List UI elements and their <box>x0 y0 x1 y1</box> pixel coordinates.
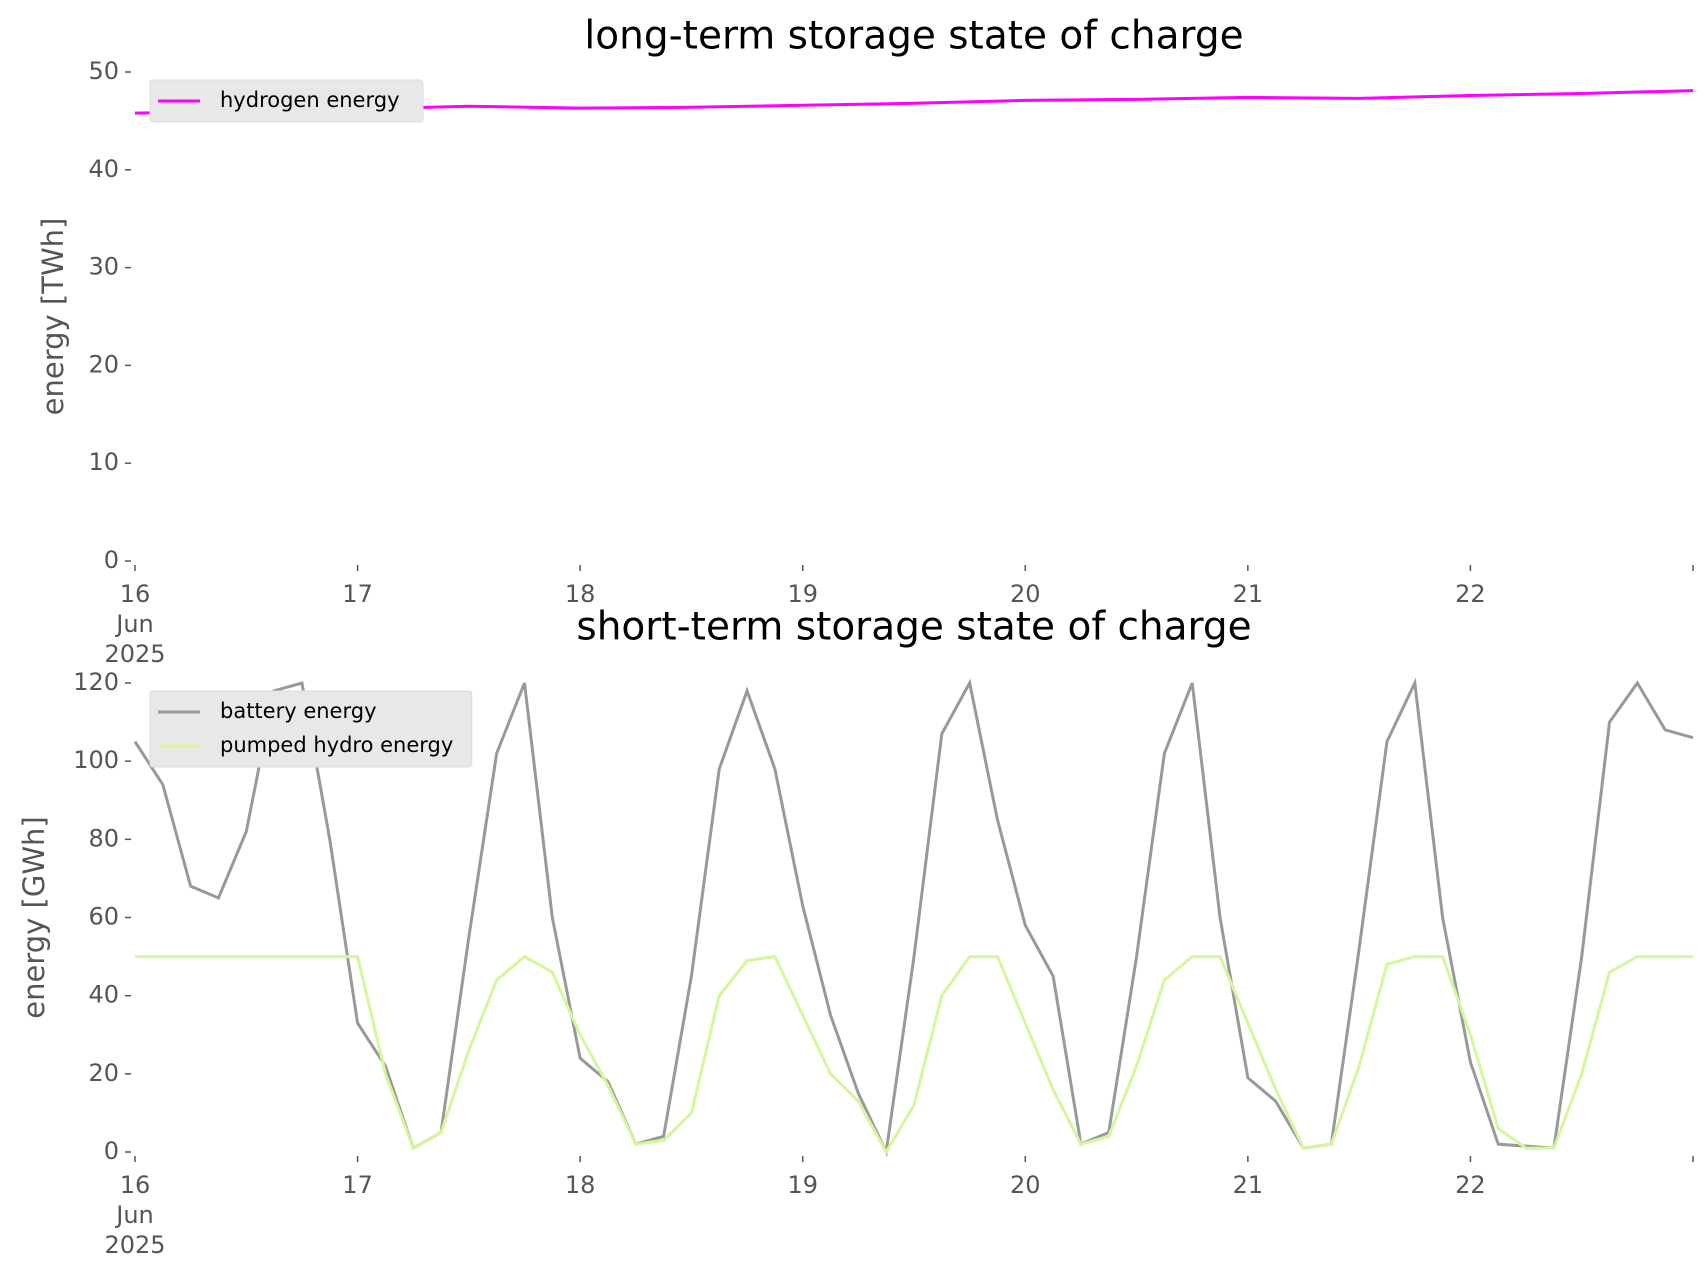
y-tick-label: 20 <box>88 1059 119 1087</box>
y-tick-label: 30 <box>88 253 119 281</box>
y-tick-label: 100 <box>73 746 119 774</box>
x-tick-label-line: 2025 <box>104 640 165 668</box>
chart-title: short-term storage state of charge <box>576 605 1251 650</box>
legend-label: pumped hydro energy <box>220 733 453 757</box>
x-tick-label: 16 Jun 2025 <box>104 1171 165 1259</box>
y-tick-label: 20 <box>88 350 119 378</box>
legend-box <box>149 690 473 768</box>
x-tick-label: 20 <box>1010 1171 1041 1199</box>
legend-label: battery energy <box>220 699 377 723</box>
x-tick-label-line: Jun <box>114 1201 154 1229</box>
x-tick-label: 19 <box>787 1171 818 1199</box>
x-tick-label: 19 <box>787 580 818 608</box>
x-tick-label-line: Jun <box>114 610 154 638</box>
legend-label: hydrogen energy <box>220 88 400 112</box>
y-axis-label: energy [GWh] <box>17 816 51 1018</box>
x-tick-label: 21 <box>1233 580 1264 608</box>
y-tick-label: 120 <box>73 668 119 696</box>
y-axis-label: energy [TWh] <box>36 218 70 416</box>
x-tick-label: 17 <box>342 580 373 608</box>
x-tick-label: 20 <box>1010 580 1041 608</box>
series-line <box>135 954 1693 1156</box>
y-tick-label: 40 <box>88 155 119 183</box>
chart-title: long-term storage state of charge <box>584 14 1243 59</box>
x-tick-label: 18 <box>565 1171 596 1199</box>
y-tick-label: 50 <box>88 57 119 85</box>
y-tick-label: 10 <box>88 448 119 476</box>
y-tick-label: 0 <box>104 1137 119 1165</box>
x-tick-label-line: 16 <box>120 1171 151 1199</box>
x-tick-label-line: 2025 <box>104 1231 165 1259</box>
x-tick-label: 22 <box>1455 580 1486 608</box>
x-tick-label: 17 <box>342 1171 373 1199</box>
y-tick-label: 60 <box>88 903 119 931</box>
y-tick-label: 40 <box>88 981 119 1009</box>
y-tick-label: 80 <box>88 824 119 852</box>
x-tick-label: 16 Jun 2025 <box>104 580 165 668</box>
y-tick-label: 0 <box>104 546 119 574</box>
x-tick-label: 22 <box>1455 1171 1486 1199</box>
legend-box <box>149 79 424 123</box>
x-tick-label: 18 <box>565 580 596 608</box>
x-tick-label: 21 <box>1233 1171 1264 1199</box>
x-tick-label-line: 16 <box>120 580 151 608</box>
series-line <box>133 677 1694 1158</box>
